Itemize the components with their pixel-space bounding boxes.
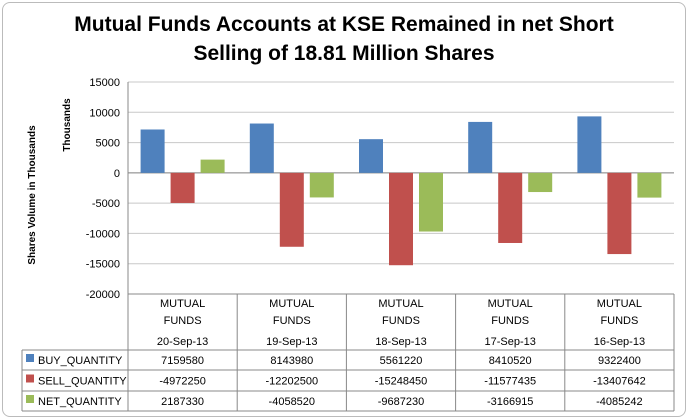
bar-net-quantity bbox=[309, 172, 334, 198]
table-cell-value: -15248450 bbox=[375, 376, 428, 388]
legend-label: NET_QUANTITY bbox=[38, 396, 122, 408]
y-unit-label: Thousands bbox=[62, 98, 73, 152]
category-label: 20-Sep-13 bbox=[157, 336, 208, 348]
table-cell-value: 9322400 bbox=[598, 355, 641, 367]
bar-buy-quantity bbox=[468, 121, 493, 173]
category-group-label: MUTUAL bbox=[378, 298, 423, 310]
bar-buy-quantity bbox=[140, 129, 165, 173]
legend-swatch bbox=[26, 354, 34, 362]
y-tick-label: 10000 bbox=[89, 107, 120, 119]
y-tick-label: -15000 bbox=[86, 259, 120, 271]
bar-sell-quantity bbox=[170, 172, 195, 203]
table-cell-value: -4085242 bbox=[596, 396, 643, 408]
table-cell-value: -3166915 bbox=[487, 396, 534, 408]
legend-label: SELL_QUANTITY bbox=[38, 376, 127, 388]
y-tick-label: -5000 bbox=[92, 198, 120, 210]
category-group-label: FUNDS bbox=[491, 315, 529, 327]
bar-net-quantity bbox=[200, 159, 225, 173]
y-tick-label: 15000 bbox=[89, 77, 120, 89]
chart-title-line1: Mutual Funds Accounts at KSE Remained in… bbox=[74, 13, 614, 36]
legend-label: BUY_QUANTITY bbox=[38, 355, 123, 367]
legend-swatch bbox=[26, 395, 34, 403]
bar-sell-quantity bbox=[498, 172, 523, 243]
bar-buy-quantity bbox=[577, 116, 602, 173]
category-group-label: MUTUAL bbox=[597, 298, 642, 310]
chart-title: Mutual Funds Accounts at KSE Remained in… bbox=[0, 10, 688, 68]
table-cell-value: -13407642 bbox=[593, 376, 646, 388]
bar-buy-quantity bbox=[359, 139, 383, 173]
category-group-label: FUNDS bbox=[600, 315, 638, 327]
category-group-label: MUTUAL bbox=[269, 298, 314, 310]
bar-sell-quantity bbox=[389, 172, 413, 266]
bar-net-quantity bbox=[637, 172, 662, 198]
legend-swatch bbox=[26, 374, 34, 383]
bar-buy-quantity bbox=[249, 123, 274, 173]
table-cell-value: 2187330 bbox=[161, 396, 204, 408]
table-cell-value: 5561220 bbox=[380, 355, 423, 367]
bar-sell-quantity bbox=[607, 172, 632, 255]
y-tick-label: 5000 bbox=[96, 138, 120, 150]
category-label: 16-Sep-13 bbox=[594, 336, 645, 348]
bar-net-quantity bbox=[419, 172, 443, 232]
table-cell-value: -4972250 bbox=[159, 376, 206, 388]
category-label: 18-Sep-13 bbox=[375, 336, 426, 348]
category-group-label: MUTUAL bbox=[488, 298, 533, 310]
category-group-label: FUNDS bbox=[273, 315, 311, 327]
y-tick-label: 0 bbox=[114, 168, 120, 180]
table-cell-value: -4058520 bbox=[269, 396, 316, 408]
y-tick-label: -20000 bbox=[86, 289, 120, 301]
y-tick-label: -10000 bbox=[86, 228, 120, 240]
category-label: 19-Sep-13 bbox=[266, 336, 317, 348]
category-label: 17-Sep-13 bbox=[485, 336, 536, 348]
chart-title-line2: Selling of 18.81 Million Shares bbox=[193, 42, 495, 65]
table-cell-value: 7159580 bbox=[161, 355, 204, 367]
category-group-label: FUNDS bbox=[382, 315, 420, 327]
y-axis-label: Shares Volume in Thousands bbox=[27, 125, 38, 265]
table-cell-value: 8410520 bbox=[489, 355, 532, 367]
table-cell-value: -9687230 bbox=[378, 396, 425, 408]
bar-net-quantity bbox=[528, 172, 553, 193]
bar-sell-quantity bbox=[279, 172, 304, 247]
table-cell-value: -11577435 bbox=[484, 376, 536, 388]
category-group-label: FUNDS bbox=[164, 315, 202, 327]
table-cell-value: 8143980 bbox=[270, 355, 313, 367]
category-group-label: MUTUAL bbox=[160, 298, 205, 310]
table-cell-value: -12202500 bbox=[265, 376, 318, 388]
